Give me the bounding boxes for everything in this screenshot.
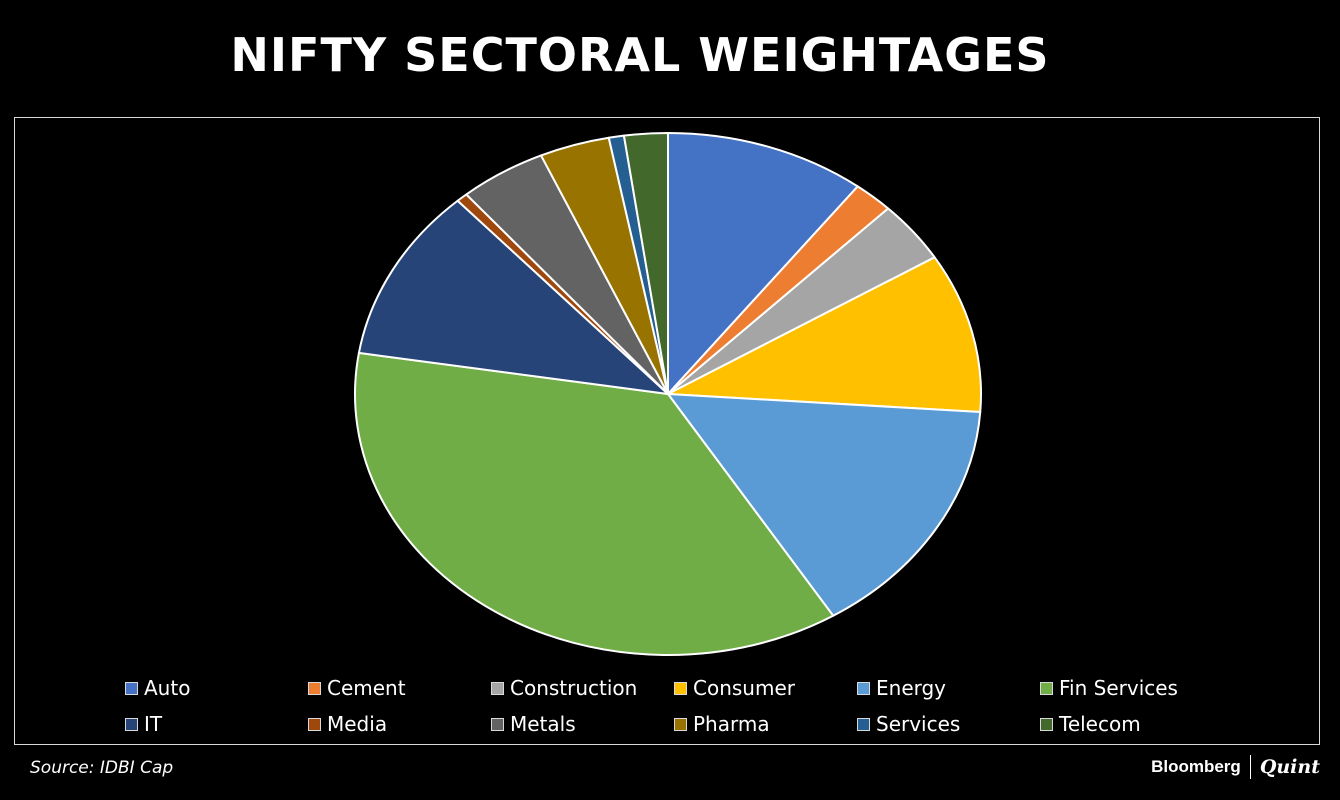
chart-area: Auto Cement Construction Consumer Energy Fin …	[14, 117, 1320, 745]
pie-slice-fin-services	[354, 351, 835, 657]
legend-swatch	[1040, 681, 1053, 695]
legend-swatch	[308, 681, 321, 695]
pie-slice-consumer	[667, 256, 982, 414]
legend-item-media: Media	[308, 706, 491, 742]
brand-divider	[1249, 755, 1251, 779]
legend-item-pharma: Pharma	[674, 706, 857, 742]
legend-label: Metals	[510, 712, 576, 736]
legend-swatch	[308, 717, 321, 731]
brand-name: Bloomberg	[1151, 757, 1241, 776]
legend-item-metals: Metals	[491, 706, 674, 742]
brand-sub: Quint	[1259, 756, 1320, 778]
legend-label: Fin Services	[1059, 676, 1178, 700]
legend-swatch	[857, 717, 870, 731]
pie-slice-it	[357, 199, 669, 395]
legend-label: Media	[327, 712, 388, 736]
legend-item-services: Services	[857, 706, 1040, 742]
pie-slice-energy	[667, 393, 982, 617]
legend-item-consumer: Consumer	[674, 670, 857, 706]
legend-swatch	[674, 717, 687, 731]
legend-label: Construction	[510, 676, 638, 700]
legend-label: Pharma	[693, 712, 770, 736]
source-note: Source: IDBI Cap	[30, 758, 174, 778]
legend-label: Consumer	[693, 676, 795, 700]
legend-item-telecom: Telecom	[1040, 706, 1223, 742]
legend-item-fin-services: Fin Services	[1040, 670, 1223, 706]
legend-item-it: IT	[125, 706, 308, 742]
legend-swatch	[857, 681, 870, 695]
brand-logo: Bloomberg Quint	[1151, 755, 1320, 779]
legend-swatch	[674, 681, 687, 695]
page-title: NIFTY SECTORAL WEIGHTAGES	[230, 28, 1050, 82]
legend-label: Telecom	[1059, 712, 1141, 736]
legend-swatch	[1040, 717, 1053, 731]
legend-swatch	[491, 681, 504, 695]
pie-chart	[354, 132, 982, 657]
legend-swatch	[125, 681, 138, 695]
legend-swatch	[491, 717, 504, 731]
legend-label: Services	[876, 712, 961, 736]
legend-item-energy: Energy	[857, 670, 1040, 706]
legend-item-construction: Construction	[491, 670, 674, 706]
pie-slice-telecom	[622, 132, 669, 395]
legend-label: IT	[144, 712, 163, 736]
legend-swatch	[125, 717, 138, 731]
legend-label: Auto	[144, 676, 191, 700]
legend-item-cement: Cement	[308, 670, 491, 706]
legend-label: Cement	[327, 676, 406, 700]
chart-legend: Auto Cement Construction Consumer Energy Fin …	[125, 670, 1275, 742]
legend-label: Energy	[876, 676, 947, 700]
pie-slice-auto	[667, 132, 859, 395]
legend-item-auto: Auto	[125, 670, 308, 706]
